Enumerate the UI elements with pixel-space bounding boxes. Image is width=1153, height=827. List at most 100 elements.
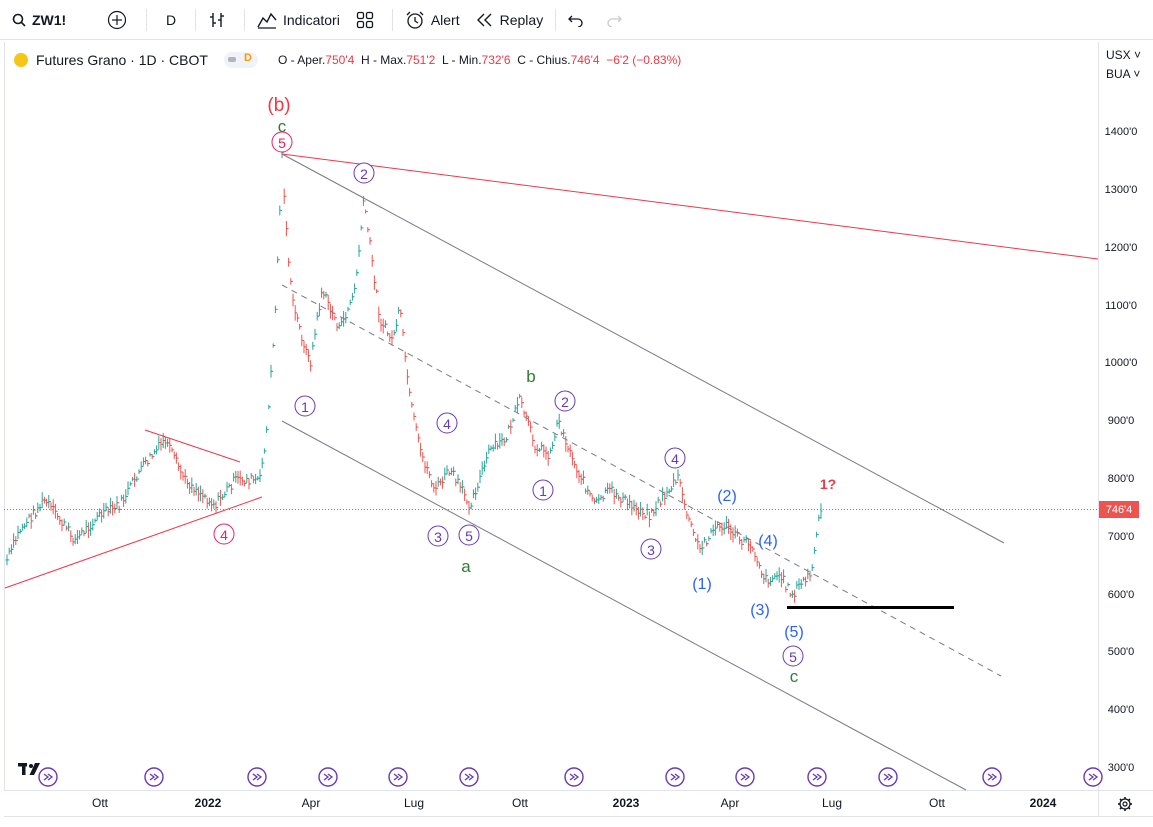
event-marker-icon[interactable] (388, 767, 408, 787)
triangle-upper-line[interactable] (144, 429, 241, 463)
lower-channel-line[interactable] (281, 420, 967, 791)
wave-5-c-circle[interactable] (782, 645, 804, 667)
layout-button[interactable] (348, 0, 388, 40)
tradingview-logo[interactable] (18, 763, 40, 775)
chart-type-button[interactable] (200, 0, 240, 40)
grid-icon (356, 11, 373, 28)
compare-button[interactable] (98, 0, 142, 40)
redo-icon (607, 15, 623, 27)
gear-icon[interactable] (1118, 797, 1132, 811)
symbol-search-button[interactable]: ZW1! (0, 0, 98, 40)
market-status-badge[interactable]: D (223, 52, 258, 68)
indicators-button[interactable]: Indicatori (249, 0, 348, 40)
time-tick-label: Apr (302, 796, 321, 810)
wave-1-a: 1 (301, 399, 309, 415)
event-marker-icon[interactable] (318, 767, 338, 787)
wave-1-question[interactable]: 1? (820, 476, 836, 492)
wave-4-left-circle[interactable] (213, 523, 235, 545)
wave-4-left: 4 (220, 527, 228, 543)
wave-5-paren[interactable]: (5) (784, 624, 804, 641)
chart-legend: Futures Grano · 1D · CBOT D O - Aper.750… (14, 50, 681, 70)
close-value: 746'4 (570, 53, 600, 67)
wave-b-label[interactable]: b (526, 367, 535, 386)
undo-button[interactable] (560, 0, 598, 40)
wave-3-a-circle[interactable] (427, 525, 449, 547)
wave-a-label[interactable]: a (461, 557, 471, 576)
wave-2-top-circle[interactable] (353, 162, 375, 184)
event-marker-icon[interactable] (665, 767, 685, 787)
price-tick-label: 600'0 (1108, 589, 1135, 601)
price-axis[interactable]: 1400'0 1300'0 1200'0 1100'0 1000'0 900'0 800'0… (1105, 126, 1138, 774)
event-marker-icon[interactable] (247, 767, 267, 787)
wave-c-bottom[interactable]: c (790, 667, 799, 686)
time-tick-label: 2024 (1030, 796, 1057, 810)
low-label: L - Min. (441, 53, 482, 67)
wave-b-paren[interactable]: (b) (267, 95, 290, 116)
event-marker-icon[interactable] (459, 767, 479, 787)
event-marker-icon[interactable] (735, 767, 755, 787)
time-tick-label: 2023 (613, 796, 640, 810)
plus-circle-icon (107, 10, 127, 29)
interval-button[interactable]: D (151, 0, 191, 40)
wave-5-top: 5 (278, 135, 286, 151)
wave-2-b: 2 (561, 394, 569, 410)
eye-icon (227, 57, 236, 62)
event-marker-icon[interactable] (807, 767, 827, 787)
wave-3-paren[interactable]: (3) (750, 602, 770, 619)
price-tick-label: 300'0 (1108, 762, 1135, 774)
triangle-lower-line[interactable] (4, 496, 263, 589)
alert-label: Alert (430, 11, 460, 28)
dashed-median-line[interactable] (281, 284, 1002, 677)
upper-red-trendline[interactable] (281, 153, 1099, 260)
symbol-label: ZW1! (32, 11, 67, 28)
symbol-title[interactable]: Futures Grano · 1D · CBOT (36, 52, 208, 68)
price-tick-label: 1000'0 (1105, 357, 1138, 369)
event-marker-icon[interactable] (1083, 767, 1103, 787)
unit-label: BUA (1106, 67, 1131, 81)
wave-1-c-circle[interactable] (532, 479, 554, 501)
wave-3-c-circle[interactable] (640, 538, 662, 560)
toolbar-divider (146, 8, 147, 31)
price-bars (5, 146, 823, 603)
time-tick-label: Ott (92, 796, 109, 810)
event-marker-icon[interactable] (38, 767, 58, 787)
wave-4-c-circle[interactable] (664, 447, 686, 469)
wave-5-c: 5 (789, 649, 797, 665)
undo-icon (568, 15, 583, 27)
currency-selector[interactable]: USX ˅ (1106, 48, 1142, 62)
wave-4-a: 4 (443, 416, 451, 432)
price-tick-label: 700'0 (1108, 531, 1135, 543)
wave-4-a-circle[interactable] (436, 412, 458, 434)
wave-c-top[interactable]: c (278, 117, 287, 136)
event-marker-icon[interactable] (878, 767, 898, 787)
time-tick-label: Apr (721, 796, 740, 810)
wave-4-paren[interactable]: (4) (758, 533, 778, 550)
open-value: 750'4 (325, 53, 355, 67)
price-tick-label: 1100'0 (1105, 300, 1137, 312)
wave-5-top-circle[interactable] (271, 131, 293, 153)
wave-2-b-circle[interactable] (554, 390, 576, 412)
time-tick-label: Lug (822, 796, 842, 810)
wave-5-a-circle[interactable] (458, 524, 480, 546)
indicators-label: Indicatori (283, 11, 340, 28)
wave-3-c: 3 (647, 542, 655, 558)
event-marker-icon[interactable] (564, 767, 584, 787)
wave-3-a: 3 (434, 529, 442, 545)
wave-1-a-circle[interactable] (294, 395, 316, 417)
price-tick-label: 1400'0 (1105, 126, 1138, 138)
upper-channel-line[interactable] (281, 153, 1005, 544)
event-marker-icon[interactable] (982, 767, 1002, 787)
wave-4-c: 4 (671, 451, 679, 467)
replay-button[interactable]: Replay (468, 0, 552, 40)
event-marker-icon[interactable] (144, 767, 164, 787)
wave-2-paren[interactable]: (2) (717, 488, 737, 505)
toolbar-divider (391, 8, 393, 31)
time-axis[interactable]: Ott 2022 Apr Lug Ott 2023 Apr Lug Ott 2024 (92, 796, 1057, 810)
unit-selector[interactable]: BUA ˅ (1106, 67, 1141, 81)
alert-button[interactable]: Alert (397, 0, 468, 40)
redo-button[interactable] (598, 0, 636, 40)
toolbar-divider (555, 8, 557, 31)
price-tick-label: 900'0 (1108, 415, 1135, 427)
wave-1-paren[interactable]: (1) (692, 576, 712, 593)
